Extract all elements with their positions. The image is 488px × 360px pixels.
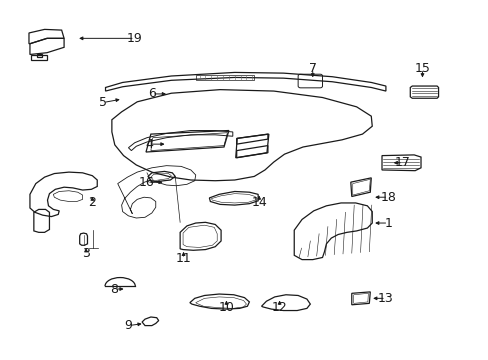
Text: 1: 1 bbox=[384, 216, 391, 230]
Text: 7: 7 bbox=[308, 62, 316, 75]
Text: 2: 2 bbox=[88, 197, 96, 210]
Text: 14: 14 bbox=[251, 196, 266, 209]
Text: 17: 17 bbox=[394, 156, 410, 169]
Text: 9: 9 bbox=[124, 319, 132, 332]
Text: 10: 10 bbox=[218, 301, 234, 314]
Text: 8: 8 bbox=[110, 283, 118, 296]
Text: 16: 16 bbox=[139, 176, 155, 189]
Text: 18: 18 bbox=[380, 191, 395, 204]
Text: 6: 6 bbox=[147, 87, 156, 100]
Text: 4: 4 bbox=[145, 138, 153, 150]
Text: 13: 13 bbox=[377, 292, 393, 305]
Text: 15: 15 bbox=[414, 62, 429, 75]
Text: 11: 11 bbox=[175, 252, 191, 265]
Text: 19: 19 bbox=[127, 32, 142, 45]
Text: 3: 3 bbox=[82, 247, 90, 260]
Text: 12: 12 bbox=[271, 301, 287, 314]
Text: 5: 5 bbox=[99, 96, 107, 109]
